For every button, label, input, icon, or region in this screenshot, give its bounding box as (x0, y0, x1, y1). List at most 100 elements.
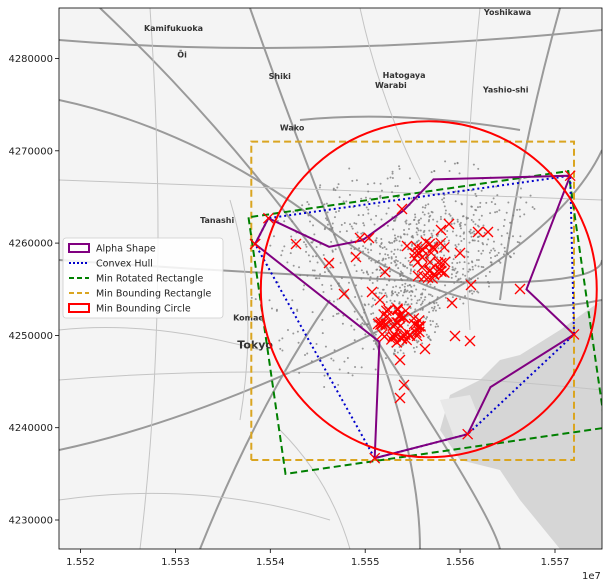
x-marker (427, 272, 439, 284)
data-point (409, 284, 412, 287)
data-point (509, 256, 512, 259)
data-point (319, 184, 322, 187)
data-point (372, 348, 375, 351)
x-marker (369, 452, 381, 464)
data-point (488, 251, 491, 254)
data-point (312, 224, 315, 227)
data-point (323, 271, 326, 274)
x-marker (568, 329, 580, 340)
data-point (431, 320, 434, 323)
data-point (318, 277, 321, 280)
data-point (301, 208, 304, 211)
data-point (280, 254, 283, 257)
land-reclaimed (440, 395, 480, 440)
data-point (409, 272, 412, 275)
data-point (292, 264, 295, 267)
data-point (444, 212, 447, 215)
data-point (443, 205, 446, 208)
data-point (434, 309, 437, 312)
data-point (502, 253, 505, 256)
data-point (463, 231, 466, 234)
data-point (421, 211, 424, 214)
data-point (506, 232, 509, 235)
x-axis: 1.552 1.553 1.554 1.555 1.556 1.557 (66, 549, 569, 568)
data-point (425, 317, 428, 320)
data-point (332, 300, 335, 303)
data-point (456, 220, 459, 223)
data-point (362, 271, 365, 274)
data-point (479, 205, 482, 208)
x-marker (464, 335, 476, 347)
data-point (381, 247, 384, 250)
data-point (463, 261, 466, 264)
data-point (384, 263, 387, 266)
x-marker (380, 305, 392, 317)
data-point (432, 218, 435, 221)
data-point (503, 218, 506, 221)
data-point (327, 270, 330, 273)
x-marker (376, 318, 388, 330)
data-point (404, 257, 407, 260)
data-point (283, 245, 286, 248)
data-point (449, 214, 452, 217)
data-point (419, 229, 422, 232)
data-point (480, 265, 483, 268)
data-point (419, 308, 422, 311)
data-point (420, 235, 423, 238)
data-point (332, 315, 335, 318)
data-point (367, 208, 370, 211)
x-marker (435, 266, 447, 277)
data-point (464, 295, 467, 298)
place-label: Ōi (177, 50, 187, 60)
data-point (291, 241, 294, 244)
data-point (389, 270, 392, 273)
data-point (507, 236, 510, 239)
legend-label: Min Bounding Rectangle (96, 289, 211, 300)
data-point (478, 218, 481, 221)
data-point (480, 252, 483, 255)
data-point (533, 207, 536, 210)
data-point (350, 225, 353, 228)
data-point (365, 206, 368, 209)
data-point (369, 197, 372, 200)
data-point (435, 301, 438, 304)
data-point (254, 298, 257, 301)
data-point (462, 281, 465, 284)
data-point (359, 323, 362, 326)
data-point (392, 286, 395, 289)
data-point (406, 289, 409, 292)
data-point (519, 235, 522, 238)
data-point (373, 182, 376, 185)
data-point (311, 255, 314, 258)
data-point (428, 311, 431, 314)
data-point (367, 273, 370, 276)
data-point (510, 221, 513, 224)
data-point (472, 230, 475, 233)
data-point (374, 239, 377, 242)
data-point (319, 273, 322, 276)
y-tick-label: 4240000 (8, 423, 53, 434)
data-point (403, 265, 406, 268)
data-point (475, 195, 478, 198)
data-point (410, 268, 413, 271)
data-point (418, 298, 421, 301)
data-point (519, 215, 522, 218)
data-point (391, 191, 394, 194)
data-point (351, 227, 354, 230)
data-point (283, 220, 286, 223)
x-marker (413, 314, 425, 326)
x-marker (249, 238, 261, 250)
data-point (321, 318, 324, 321)
x-marker (394, 392, 406, 404)
data-point (482, 249, 485, 252)
data-point (337, 183, 340, 186)
data-point (409, 307, 412, 310)
data-point (385, 212, 388, 215)
data-point (353, 222, 356, 225)
place-label: Shiki (269, 72, 292, 81)
data-point (499, 261, 502, 264)
place-label: Hatogaya (383, 71, 426, 80)
data-point (394, 264, 397, 267)
data-point (421, 342, 424, 345)
data-point (373, 299, 376, 302)
